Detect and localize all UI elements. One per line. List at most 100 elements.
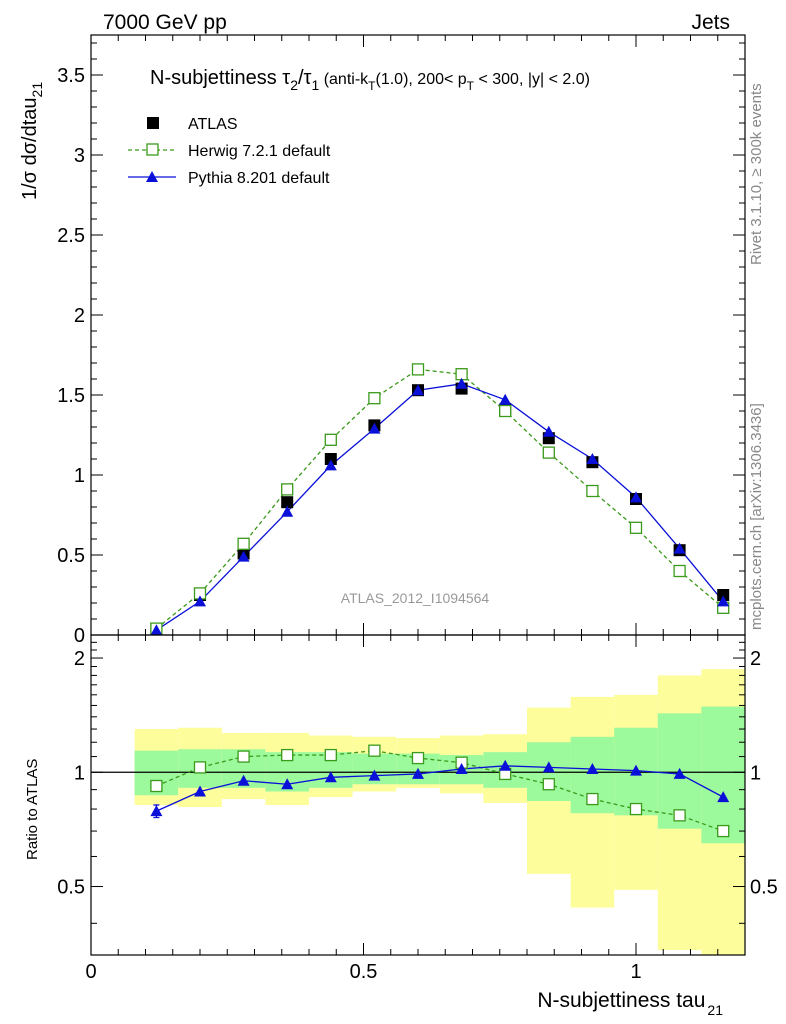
rivet-label: Rivet 3.1.10, ≥ 300k events [748, 83, 765, 265]
herwig-point [673, 564, 686, 578]
main-ylabel-sub: 21 [29, 82, 45, 98]
legend-marker-herwig [146, 143, 159, 156]
ratio-herwig-point [368, 744, 381, 757]
ratio-axes: 0.5 0.5 1 1 2 2 0 0.5 1 [57, 634, 778, 983]
x-tick-label: 1 [630, 961, 641, 983]
main-axes: 0 0.5 1 1.5 2 2.5 3 3.5 [57, 34, 746, 647]
ratio-pythia-point [673, 767, 686, 779]
herwig-line [155, 368, 724, 630]
ratio-pythia-point [542, 761, 555, 773]
ratio-y-tick-label: 2 [74, 648, 85, 670]
ratio-herwig-point [281, 748, 294, 762]
x-axis-label-sub: 21 [707, 1002, 723, 1018]
pythia-point [368, 422, 381, 434]
ratio-y-tick-label: 1 [74, 762, 85, 784]
ratio-pythia-point [281, 778, 294, 790]
ratio-pythia-line [156, 765, 724, 812]
ratio-herwig-point [411, 751, 425, 765]
herwig-point [542, 446, 555, 459]
pythia-line [156, 383, 724, 631]
header-left: 7000 GeV pp [103, 11, 227, 34]
pythia-point [586, 453, 599, 464]
ratio-pythia-point [717, 791, 730, 803]
ratio-herwig-point [324, 748, 337, 762]
main-y-tick-label: 3.5 [57, 65, 85, 87]
plot-title-detail-a: (anti-k [319, 71, 369, 88]
herwig-point [586, 484, 599, 498]
atlas-point [281, 496, 294, 509]
mcplots-label: mcplots.cern.ch [arXiv:1306.3436] [748, 403, 765, 630]
herwig-point [324, 433, 337, 446]
header-right: Jets [691, 11, 730, 34]
ratio-pythia-point [237, 774, 250, 786]
ratio-herwig-line [156, 750, 724, 832]
herwig-point [281, 483, 294, 496]
ratio-herwig-point [629, 802, 643, 816]
plot-title-sub1: 2 [290, 77, 298, 93]
atlas-point [717, 589, 730, 601]
pythia-point [717, 595, 730, 607]
legend-marker-atlas [147, 117, 159, 129]
ratio-herwig-point [717, 824, 730, 838]
herwig-point [368, 392, 381, 405]
plot-title-main: N-subjettiness τ [150, 67, 290, 89]
main-y-tick-label: 2 [74, 305, 85, 327]
ratio-herwig-point [542, 778, 555, 791]
pythia-point [499, 393, 512, 405]
x-tick-label: 0 [85, 961, 96, 983]
ratio-ylabel: Ratio to ATLAS [24, 759, 41, 860]
ratio-herwig-point [237, 750, 250, 763]
main-y-tick-label: 0.5 [57, 545, 85, 567]
pythia-point [673, 542, 686, 554]
main-y-tick-label: 3 [74, 145, 85, 167]
ratio-series [150, 744, 730, 838]
pythia-point [412, 384, 424, 396]
main-y-tick-label: 1.5 [57, 385, 85, 407]
ratio-pythia-point [150, 805, 163, 817]
pythia-point [237, 550, 250, 562]
x-axis-label-text: N-subjettiness tau [537, 989, 705, 1012]
ratio-pythia-point [630, 764, 642, 776]
pythia-point [194, 595, 206, 607]
pythia-point [455, 377, 468, 389]
ratio-pythia-point [412, 767, 424, 779]
x-axis-label: N-subjettiness tau 21 [537, 989, 723, 1018]
ratio-pythia-point [194, 785, 206, 797]
ratio-pythia-point [368, 769, 381, 781]
ratio-y-tick-label: 0.5 [57, 877, 85, 899]
ratio-pythia-point [324, 771, 337, 783]
ratio-y-tick-label-right: 0.5 [750, 877, 778, 899]
ratio-herwig-point [150, 779, 163, 793]
plot-title-detail-pt: T [467, 79, 475, 93]
herwig-point [411, 363, 425, 376]
plot-title-slash: /τ [298, 67, 312, 89]
atlas-point [324, 453, 337, 465]
main-y-tick-label: 0 [74, 625, 85, 647]
legend-label-atlas: ATLAS [188, 116, 238, 133]
plot-title-detail-c: < 300, |y| < 2.0) [474, 71, 590, 88]
plot-title: N-subjettiness τ2/τ1 (anti-kT(1.0), 200<… [150, 67, 590, 93]
ratio-y-tick-label-right: 2 [750, 648, 761, 670]
legend-label-pythia: Pythia 8.201 default [188, 170, 330, 187]
analysis-watermark: ATLAS_2012_I1094564 [341, 590, 490, 606]
pythia-point [630, 491, 642, 503]
ratio-pythia-point [455, 763, 468, 775]
legend-marker-pythia [146, 171, 158, 182]
ratio-pythia-point [499, 759, 512, 771]
ratio-herwig-point [673, 809, 686, 822]
x-tick-label: 0.5 [350, 961, 378, 983]
plot-title-detail-t: T [368, 79, 376, 93]
plot-title-sub2: 1 [311, 77, 319, 93]
ratio-bands [91, 669, 745, 955]
pythia-point [281, 505, 294, 517]
ratio-pythia-point [586, 763, 599, 775]
ratio-herwig-point [586, 792, 599, 806]
ratio-y-tick-label-right: 1 [750, 762, 761, 784]
pythia-point [542, 425, 555, 437]
herwig-point [237, 537, 250, 550]
pythia-point [324, 459, 337, 471]
legend-label-herwig: Herwig 7.2.1 default [188, 143, 331, 160]
ratio-band-stat [701, 706, 745, 844]
herwig-point [499, 404, 512, 418]
